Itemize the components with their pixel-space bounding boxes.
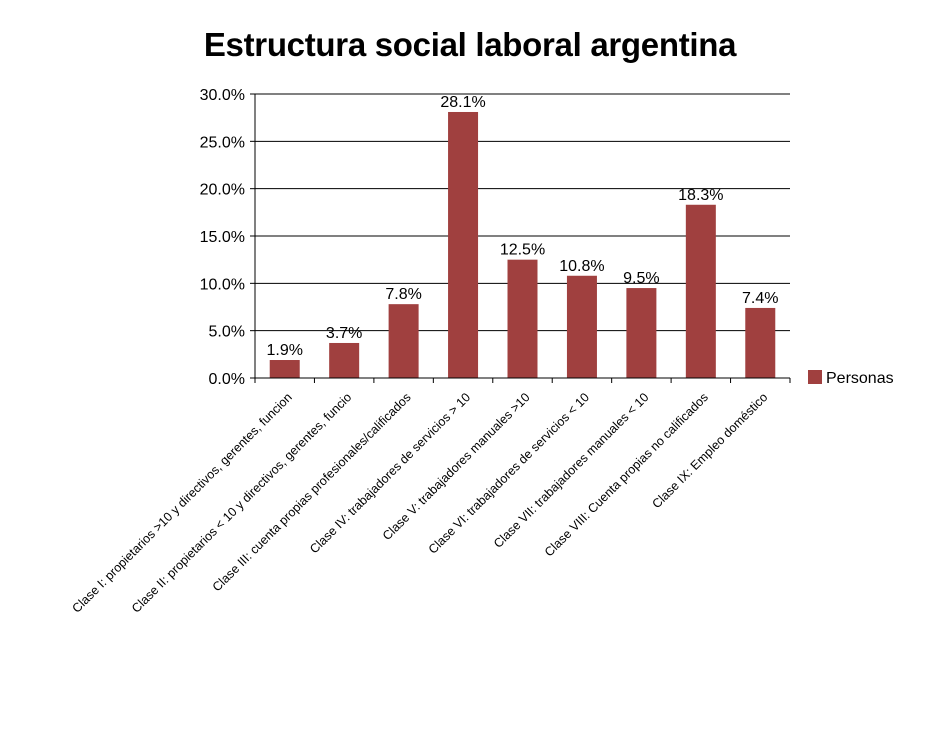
data-label: 28.1% — [440, 94, 485, 111]
chart-title: Estructura social laboral argentina — [203, 26, 737, 63]
axes — [254, 94, 791, 383]
y-tick-label: 10.0% — [200, 276, 245, 293]
y-tick-label: 30.0% — [200, 87, 245, 104]
bar — [448, 111, 479, 378]
bar — [685, 204, 716, 378]
x-tick-label: Clase II: propietarios < 10 y directivos… — [129, 390, 354, 615]
bar — [566, 275, 597, 378]
legend-swatch — [808, 370, 822, 384]
y-tick-label: 15.0% — [200, 229, 245, 246]
bar — [745, 307, 776, 378]
bar — [388, 304, 419, 378]
y-tick-label: 5.0% — [209, 324, 245, 341]
data-label: 3.7% — [326, 325, 362, 342]
bar — [269, 360, 300, 378]
data-label: 1.9% — [266, 342, 302, 359]
bars — [269, 111, 776, 378]
x-tick-label: Clase I: propietarios >10 y directivos, … — [69, 390, 294, 615]
data-label: 7.8% — [385, 286, 421, 303]
legend-label: Personas — [826, 370, 894, 387]
x-tick-label: Clase IX: Empleo doméstico — [649, 390, 770, 511]
x-tick-labels: Clase I: propietarios >10 y directivos, … — [69, 390, 770, 615]
data-label: 7.4% — [742, 290, 778, 307]
data-label: 9.5% — [623, 270, 659, 287]
y-tick-labels: 0.0% 5.0% 10.0% 15.0% 20.0% 25.0% 30.0% — [200, 87, 245, 388]
data-label: 18.3% — [678, 187, 723, 204]
data-label: 12.5% — [500, 242, 545, 259]
data-labels: 1.9% 3.7% 7.8% 28.1% 12.5% 10.8% 9.5% 18.3% 7.4% — [266, 94, 778, 359]
y-tick-label: 0.0% — [209, 371, 245, 388]
bar — [507, 259, 538, 378]
legend: Personas — [808, 370, 894, 387]
y-tick-label: 20.0% — [200, 182, 245, 199]
data-label: 10.8% — [559, 258, 604, 275]
bar — [626, 288, 657, 378]
bar — [329, 342, 360, 378]
y-tick-label: 25.0% — [200, 134, 245, 151]
x-tick-label: Clase III: cuenta propias profesionales/… — [210, 390, 414, 594]
